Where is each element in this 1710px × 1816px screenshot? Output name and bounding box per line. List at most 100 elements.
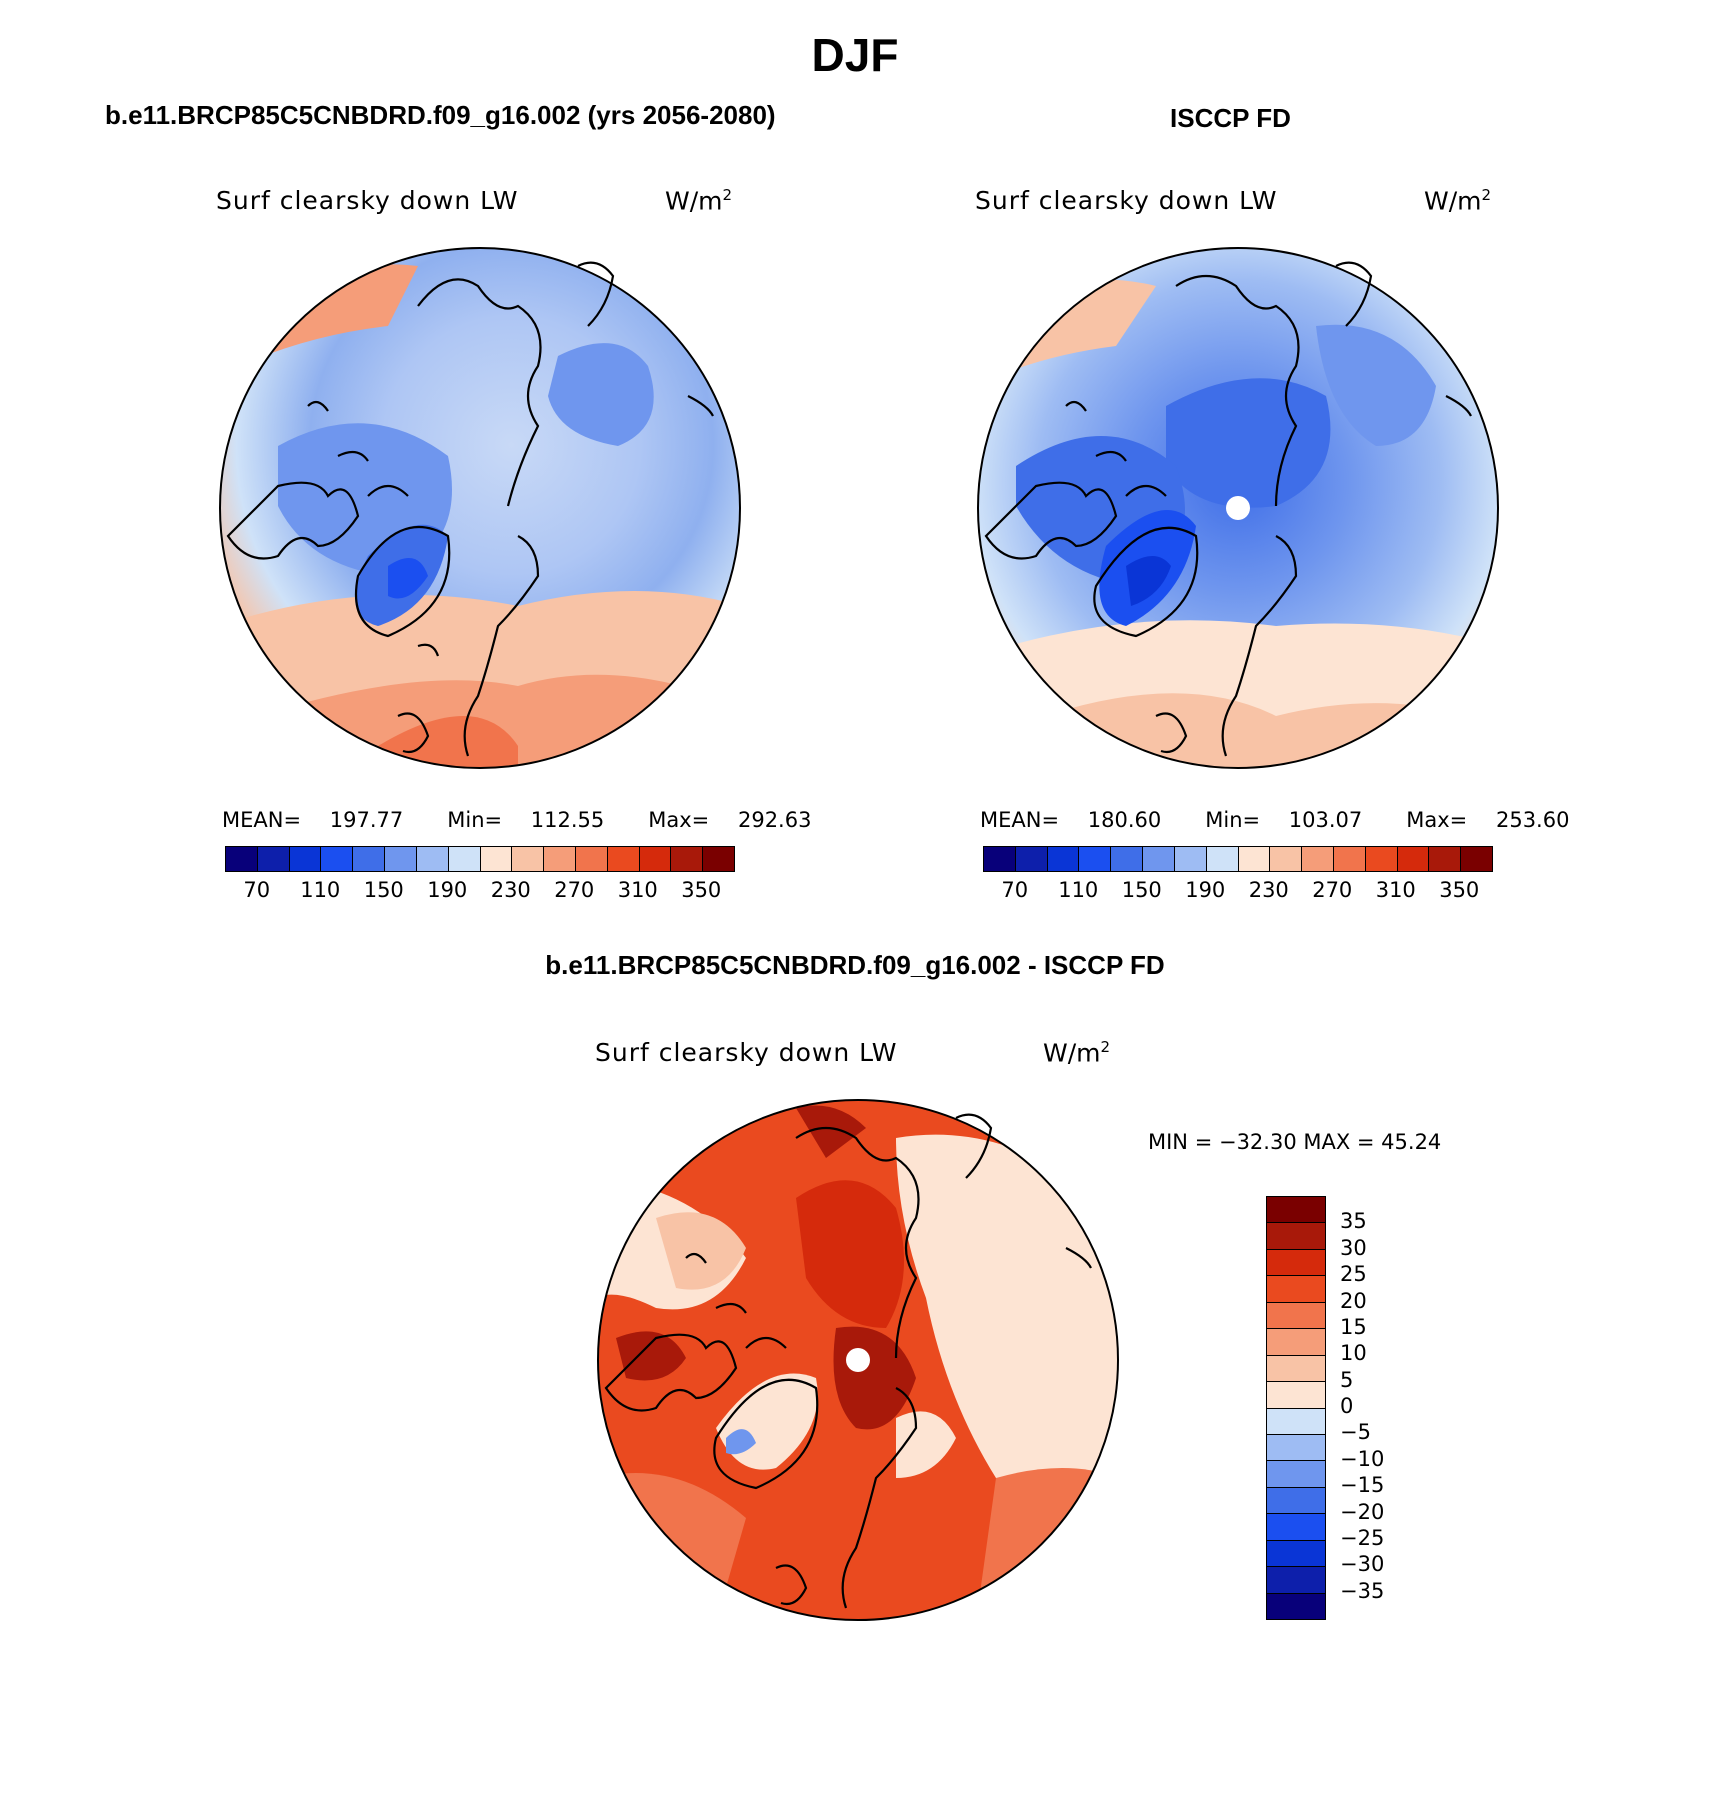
colorbar-tick-label: −5 [1340,1420,1371,1445]
colorbar-swatch [289,847,322,871]
colorbar-swatch [984,847,1016,871]
diff-variable-name: Surf clearsky down LW [595,1038,898,1067]
model-variable-name: Surf clearsky down LW [216,186,519,215]
diff-colorbar-ticks: 35 30 25 20 15 10 5 0 −5 −10 −15 −20 −25 −30 −35 [1340,1196,1420,1618]
diff-polar-map [597,1099,1119,1621]
colorbar-tick-label: 190 [1185,878,1226,902]
colorbar-swatch [1111,847,1144,871]
colorbar-tick-label: 35 [1340,1209,1367,1234]
diff-positive-region-se [976,1468,1118,1620]
colorbar-swatch [639,847,672,871]
obs-colorbar-ticks: 70 110 150 190 230 270 310 350 [983,878,1491,904]
diff-map-boundary [597,1099,1119,1621]
colorbar-swatch [1429,847,1462,871]
colorbar-tick-label: 310 [617,878,658,902]
colorbar-swatch [1267,1514,1325,1541]
colorbar-tick-label: 150 [363,878,404,902]
diff-negative-spot-greenland [726,1429,756,1455]
obs-units: W/m2 [1424,186,1492,216]
colorbar-swatch [1267,1276,1325,1303]
colorbar-tick-label: 15 [1340,1314,1367,1339]
colorbar-swatch [1267,1329,1325,1356]
obs-colorbar [983,846,1493,872]
colorbar-tick-label: 5 [1340,1367,1354,1392]
colorbar-swatch [1267,1461,1325,1488]
colorbar-tick-label: −10 [1340,1446,1385,1471]
colorbar-tick-label: −30 [1340,1552,1385,1577]
colorbar-tick-label: −25 [1340,1525,1385,1550]
obs-pole-missing-data [1226,496,1250,520]
colorbar-swatch [353,847,386,871]
colorbar-swatch [1174,847,1207,871]
model-mean-value: 197.77 [329,808,404,832]
colorbar-swatch [703,847,734,871]
diff-colorbar [1266,1196,1326,1620]
colorbar-tick-label: 230 [1248,878,1289,902]
colorbar-swatch [1079,847,1112,871]
colorbar-tick-label: −15 [1340,1473,1385,1498]
model-panel-title: b.e11.BRCP85C5CNBDRD.f09_g16.002 (yrs 20… [105,100,776,130]
colorbar-swatch [1302,847,1334,871]
colorbar-tick-label: 110 [300,878,341,902]
colorbar-swatch [1267,1487,1325,1515]
colorbar-tick-label: 150 [1121,878,1162,902]
obs-stats: MEAN= 180.60 Min= 103.07 Max= 253.60 [980,808,1570,832]
colorbar-tick-label: 230 [490,878,531,902]
colorbar-swatch [1333,847,1366,871]
colorbar-tick-label: −20 [1340,1499,1385,1524]
colorbar-swatch [607,847,640,871]
colorbar-tick-label: 350 [1439,878,1480,902]
colorbar-tick-label: −35 [1340,1578,1385,1603]
diff-strong-positive-arctic [796,1180,904,1328]
colorbar-swatch [575,847,608,871]
colorbar-swatch [257,847,290,871]
colorbar-swatch [1397,847,1430,871]
diff-units: W/m2 [1043,1038,1111,1068]
colorbar-swatch [1267,1567,1325,1594]
colorbar-swatch [1143,847,1175,871]
model-max-value: 292.63 [737,808,812,832]
diff-pole-missing-data [846,1348,870,1372]
diff-strong-positive-north [796,1105,866,1158]
colorbar-swatch [1267,1593,1325,1619]
diff-neutral-region-scandinavia [896,1411,956,1478]
colorbar-tick-label: 70 [243,878,271,902]
diff-neutral-region-siberia [896,1134,1118,1505]
model-coastlines [226,261,714,757]
colorbar-swatch [385,847,417,871]
model-polar-map [219,247,741,769]
obs-warm-band-south-2 [978,693,1498,768]
colorbar-tick-label: 110 [1058,878,1099,902]
colorbar-swatch [480,847,513,871]
obs-mean-value: 180.60 [1087,808,1162,832]
colorbar-swatch [1206,847,1239,871]
obs-coastlines [984,261,1472,757]
colorbar-swatch [1270,847,1303,871]
colorbar-swatch [1267,1434,1325,1462]
diff-weak-positive-region [656,1212,746,1290]
colorbar-swatch [1267,1382,1325,1409]
model-colorbar-ticks: 70 110 150 190 230 270 310 350 [225,878,733,904]
colorbar-swatch [321,847,354,871]
colorbar-tick-label: 70 [1001,878,1029,902]
model-units: W/m2 [665,186,733,216]
obs-map-boundary [977,247,1499,769]
colorbar-swatch [1267,1540,1325,1568]
colorbar-swatch [226,847,258,871]
colorbar-swatch [671,847,704,871]
colorbar-swatch [512,847,545,871]
colorbar-swatch [1461,847,1492,871]
colorbar-tick-label: 270 [554,878,595,902]
colorbar-tick-label: 10 [1340,1341,1367,1366]
colorbar-swatch [416,847,449,871]
colorbar-tick-label: 0 [1340,1394,1354,1418]
colorbar-swatch [1267,1197,1325,1224]
colorbar-tick-label: 20 [1340,1288,1367,1313]
obs-cold-region-siberia [1316,324,1436,446]
colorbar-swatch [448,847,481,871]
colorbar-tick-label: 190 [427,878,468,902]
colorbar-tick-label: 350 [681,878,722,902]
model-cold-region-siberia [548,343,654,446]
diff-panel-title: b.e11.BRCP85C5CNBDRD.f09_g16.002 - ISCCP… [545,950,1165,980]
colorbar-swatch [1267,1355,1325,1383]
